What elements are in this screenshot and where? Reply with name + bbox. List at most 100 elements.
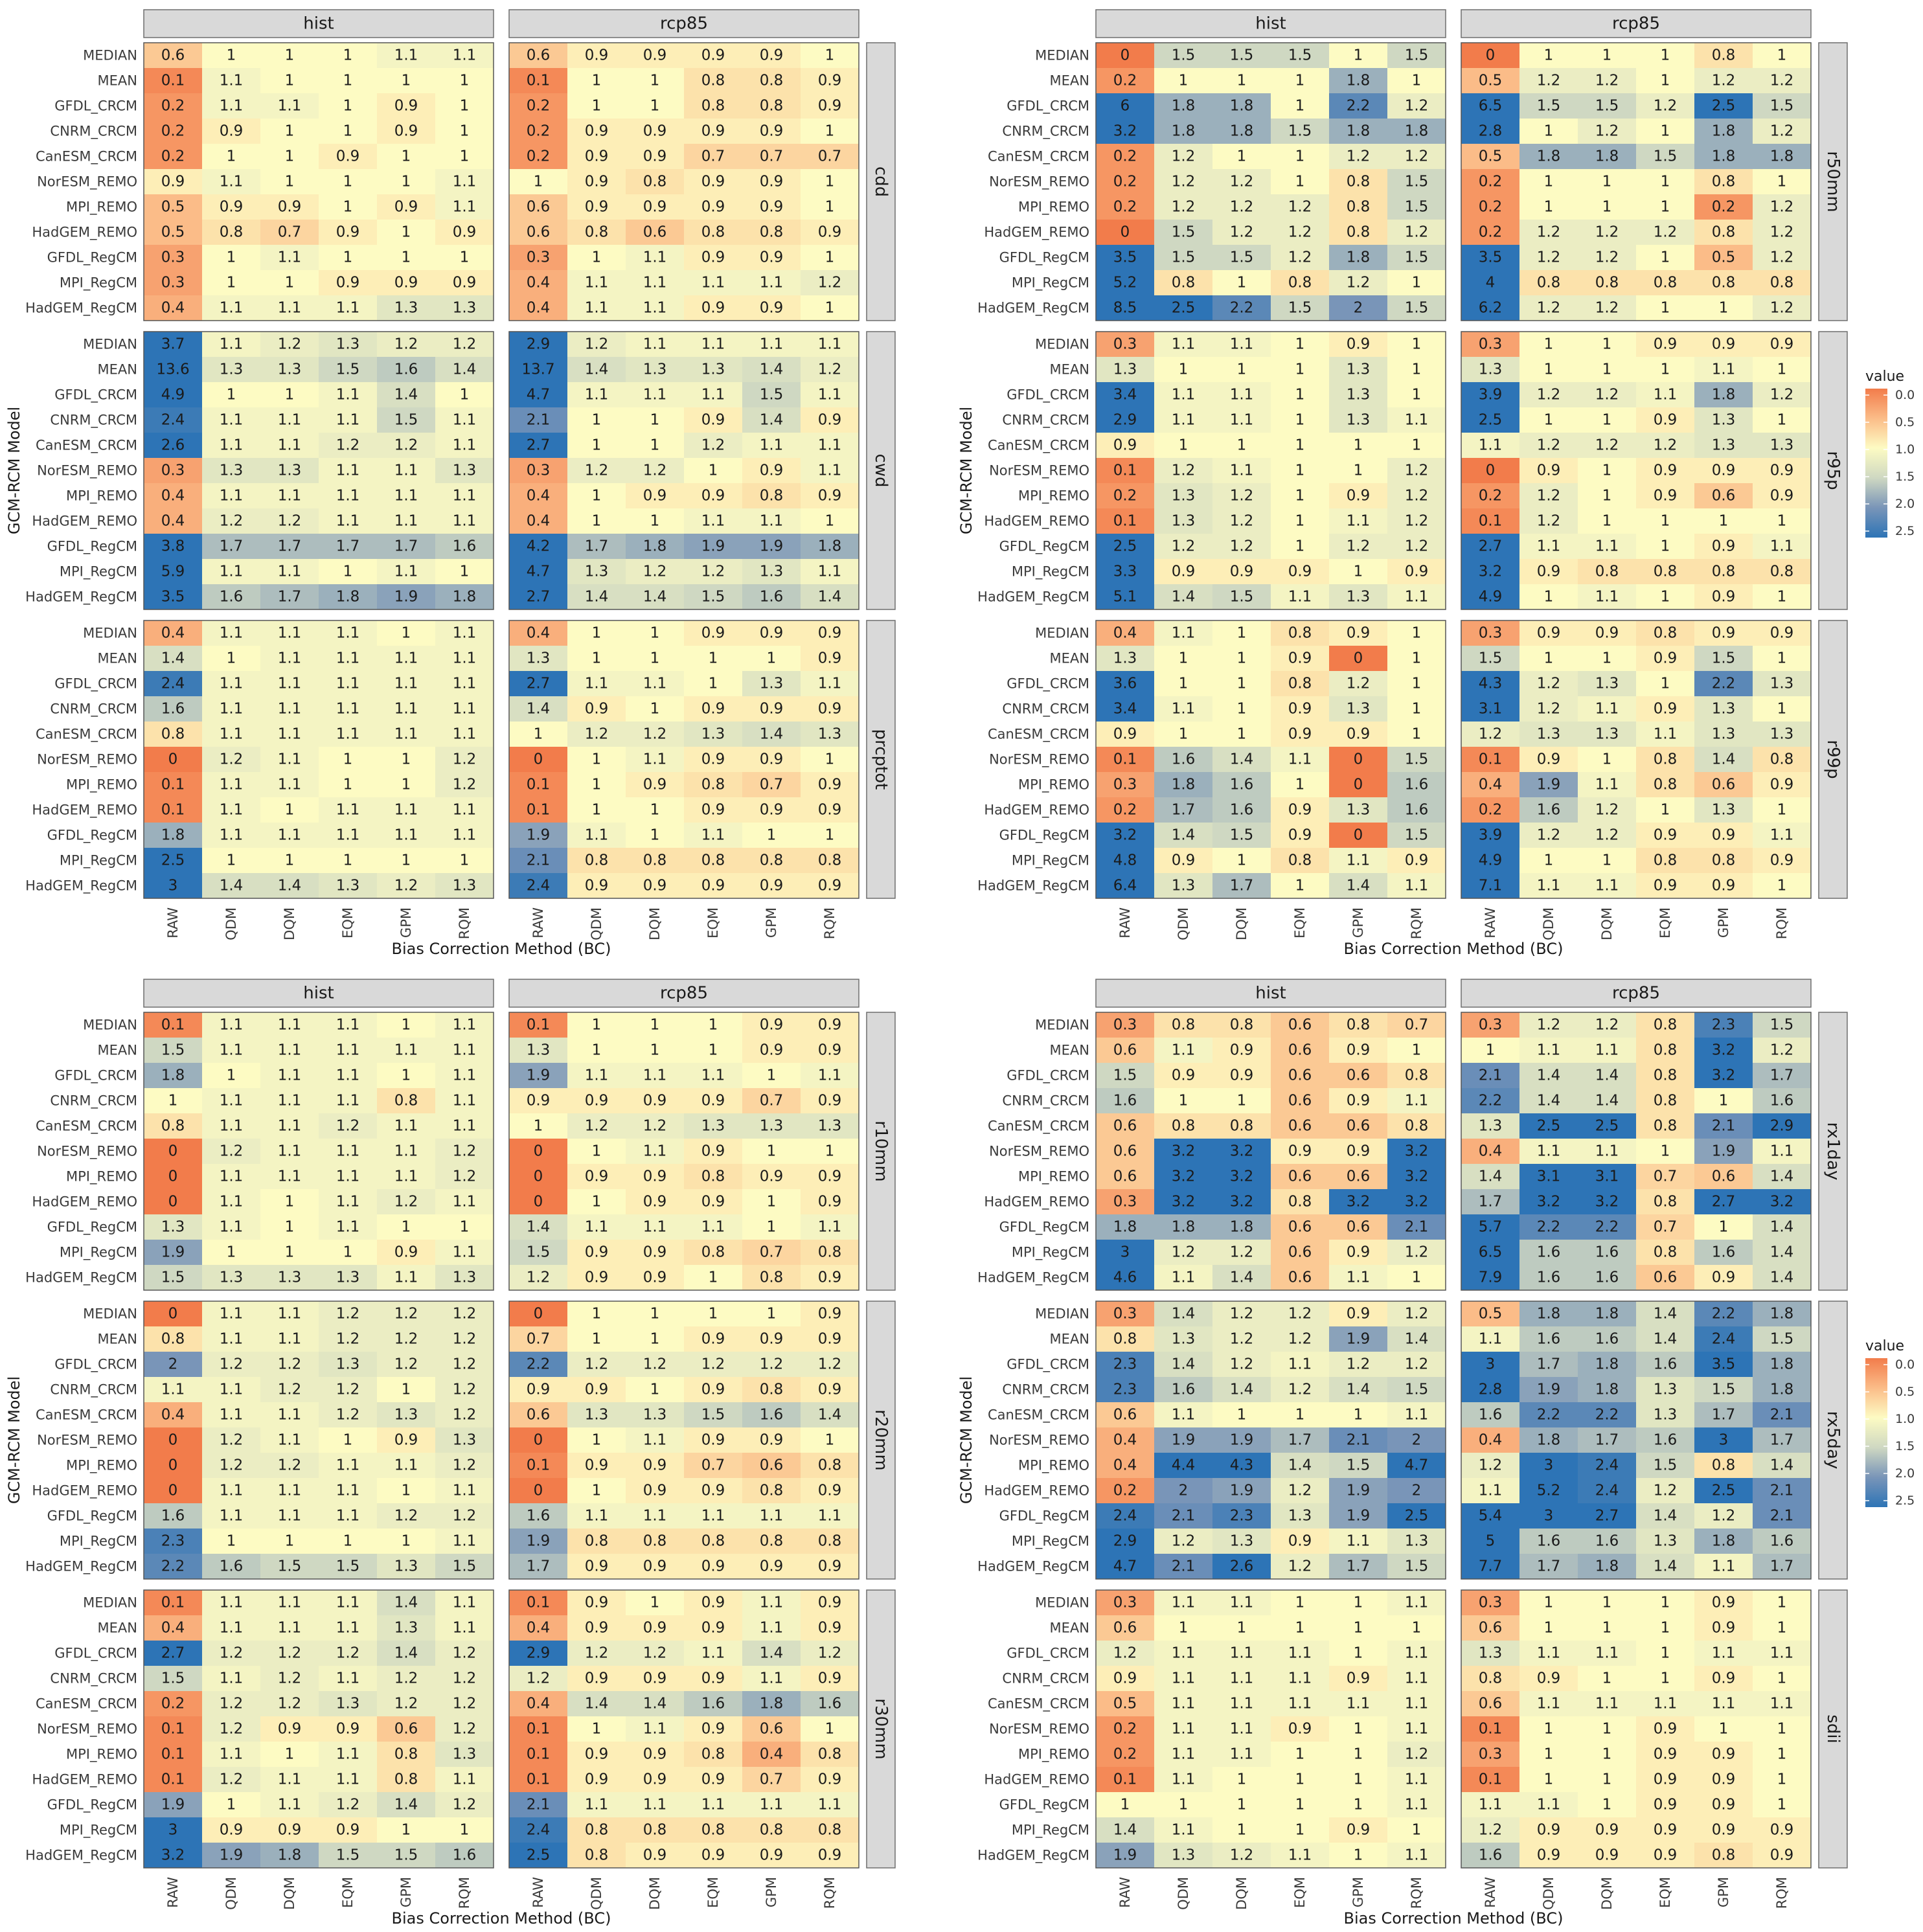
heatmap-cell	[742, 458, 801, 483]
cell-value: 0.9	[1712, 1269, 1736, 1286]
cell-value: 1.1	[701, 1067, 725, 1084]
cell-value: 1.1	[1172, 1822, 1196, 1839]
heatmap-cell	[1694, 508, 1753, 534]
cell-value: 0.9	[701, 625, 725, 642]
heatmap-cell	[202, 848, 260, 873]
cell-value: 1.2	[220, 1457, 244, 1474]
cell-value: 0.7	[1654, 1168, 1678, 1185]
heatmap-cell	[1212, 458, 1271, 483]
cell-value: 1.1	[1537, 538, 1561, 555]
cell-value: 1.7	[336, 538, 360, 555]
cell-value: 1.1	[220, 1670, 244, 1687]
cell-value: 1.2	[1595, 827, 1619, 844]
cell-value: 0.9	[760, 625, 784, 642]
cell-value: 0.8	[818, 1457, 842, 1474]
heatmap-cell	[1461, 747, 1519, 772]
cell-value: 1	[460, 98, 470, 115]
cell-value: 1.2	[1712, 1508, 1736, 1525]
heatmap-cell	[1387, 68, 1446, 93]
cell-value: 1.3	[1479, 1645, 1503, 1662]
cell-value: 1.9	[527, 827, 551, 844]
heatmap-cell	[144, 508, 202, 534]
cell-value: 1	[767, 1219, 777, 1236]
cell-value: 2.4	[161, 676, 185, 692]
cell-value: 0.9	[1712, 625, 1736, 642]
cell-value: 0.9	[585, 1093, 609, 1109]
cell-value: 1.6	[161, 701, 185, 718]
cell-value: 0.9	[760, 1847, 784, 1864]
cell-value: 1	[402, 224, 411, 241]
heatmap-cell	[1461, 295, 1519, 321]
row-label: CanESM_CRCM	[36, 1119, 137, 1135]
heatmap-cell	[377, 671, 435, 696]
facet-label-rcp85: rcp85	[660, 984, 708, 1003]
row-label: CNRM_CRCM	[50, 1671, 137, 1687]
cell-value: 1.5	[1405, 199, 1429, 216]
column-label: QDM	[1541, 907, 1556, 940]
cell-value: 0.9	[818, 1670, 842, 1687]
heatmap-cell	[626, 559, 684, 584]
cell-value: 0.8	[394, 1093, 418, 1109]
heatmap-cell	[1694, 458, 1753, 483]
cell-value: 1	[650, 1381, 660, 1398]
heatmap-cell	[1096, 270, 1154, 295]
heatmap-cell	[1271, 848, 1329, 873]
cell-value: 1.4	[527, 701, 551, 718]
heatmap-cell	[260, 357, 319, 382]
cell-value: 0.9	[1288, 1721, 1312, 1738]
heatmap-cell	[626, 270, 684, 295]
cell-value: 1.1	[1595, 1645, 1619, 1662]
heatmap-cell	[260, 671, 319, 696]
heatmap-cell	[202, 194, 260, 220]
heatmap-cell	[742, 873, 801, 898]
row-label: CanESM_CRCM	[988, 1119, 1089, 1135]
cell-value: 1	[1237, 361, 1247, 378]
heatmap-cell	[742, 382, 801, 407]
cell-value: 0.9	[818, 1093, 842, 1109]
row-label: HadGEM_REMO	[32, 802, 137, 819]
column-label: DQM	[282, 907, 297, 940]
heatmap-figure-1: hist rcp85MEDIANMEANGFDL_CRCMCNRM_CRCMCan…	[5, 9, 896, 958]
heatmap-cell	[742, 559, 801, 584]
heatmap-cell	[1519, 220, 1578, 245]
heatmap-cell	[1271, 382, 1329, 407]
cell-value: 1.6	[1537, 1244, 1561, 1261]
heatmap-cell	[1519, 169, 1578, 194]
cell-value: 0.9	[1113, 1670, 1137, 1687]
cell-value: 1.1	[278, 488, 302, 505]
cell-value: 1.4	[278, 878, 302, 894]
heatmap-cell	[684, 797, 742, 823]
heatmap-cell	[377, 797, 435, 823]
cell-value: 1	[1661, 73, 1670, 89]
heatmap-cell	[509, 68, 567, 93]
heatmap-cell	[1694, 119, 1753, 144]
heatmap-cell	[1212, 433, 1271, 458]
cell-value: 1.1	[818, 676, 842, 692]
cell-value: 0.8	[394, 1771, 418, 1788]
heatmap-cell	[509, 559, 567, 584]
heatmap-cell	[1329, 722, 1387, 747]
row-label: MEAN	[1050, 1332, 1089, 1347]
cell-value: 0.3	[1479, 1595, 1503, 1611]
heatmap-cell	[377, 382, 435, 407]
cell-value: 1.9	[1172, 1432, 1196, 1449]
cell-value: 1.9	[1113, 1847, 1137, 1864]
cell-value: 1.8	[1712, 1533, 1736, 1550]
heatmap-cell	[1096, 797, 1154, 823]
cell-value: 1.5	[161, 1670, 185, 1687]
cell-value: 0.9	[453, 224, 477, 241]
heatmap-cell	[202, 245, 260, 270]
cell-value: 0.8	[585, 1822, 609, 1839]
cell-value: 1	[1777, 1797, 1787, 1813]
heatmap-cell	[1694, 270, 1753, 295]
cell-value: 1.3	[760, 676, 784, 692]
heatmap-cell	[1578, 295, 1636, 321]
cell-value: 0.9	[760, 802, 784, 819]
cell-value: 0.9	[585, 1381, 609, 1398]
cell-value: 1	[1412, 73, 1422, 89]
cell-value: 0	[1121, 224, 1130, 241]
cell-value: 1.1	[1770, 1696, 1794, 1712]
cell-value: 1.2	[394, 1331, 418, 1348]
cell-value: 1.8	[1712, 148, 1736, 165]
cell-value: 1	[1544, 1595, 1554, 1611]
